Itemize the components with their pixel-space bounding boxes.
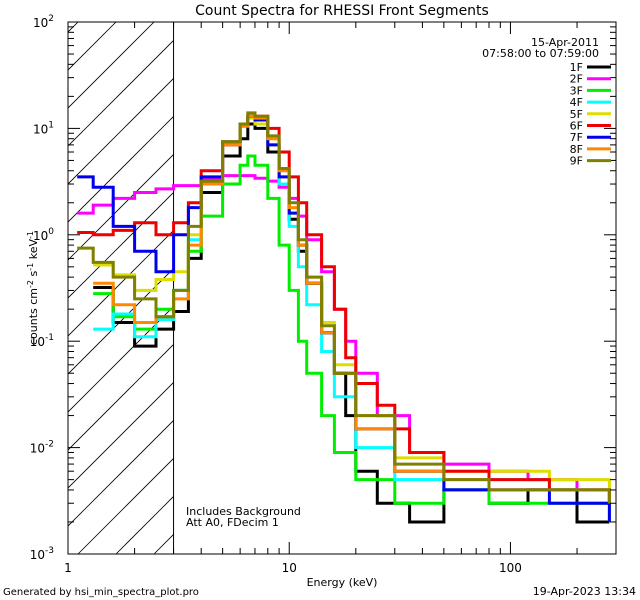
y-label-kev: keV	[27, 239, 40, 263]
plot-info: 15-Apr-2011 07:58:00 to 07:59:00	[482, 36, 599, 60]
y-tick-label: 102	[33, 14, 54, 30]
y-tick-exp: 0	[48, 227, 54, 237]
legend-label-1f: 1F	[570, 61, 583, 74]
hatch-line	[68, 115, 174, 223]
y-tick-exp: 1	[48, 120, 54, 130]
series-line-1f	[93, 122, 610, 524]
y-tick-base: 10	[30, 442, 45, 456]
y-tick-exp: -3	[45, 546, 54, 556]
footer-timestamp: 19-Apr-2023 13:34	[533, 585, 636, 598]
legend-label-5f: 5F	[570, 108, 583, 121]
hatch-line	[68, 419, 174, 527]
legend-label-2f: 2F	[570, 73, 583, 86]
hatch-line	[68, 77, 174, 185]
annotation-attenuator: Att A0, FDecim 1	[186, 516, 279, 529]
legend-label-9f: 9F	[570, 155, 583, 168]
y-tick-label: 101	[33, 120, 54, 136]
y-tick-exp: -2	[45, 440, 54, 450]
y-label-exp-kev: -1	[26, 231, 35, 239]
chart-title: Count Spectra for RHESSI Front Segments	[195, 3, 489, 19]
y-tick-label: 10-3	[30, 546, 54, 562]
footer-generated-by: Generated by hsi_min_spectra_plot.pro	[3, 587, 199, 598]
observation-date: 15-Apr-2011	[531, 36, 599, 49]
y-tick-base: 10	[33, 229, 48, 243]
y-tick-label: 10-2	[30, 440, 54, 456]
legend-label-7f: 7F	[570, 131, 583, 144]
series-lines	[77, 111, 611, 524]
series-line-9f	[77, 111, 611, 504]
plot-frame	[67, 21, 617, 555]
legend-label-6f: 6F	[570, 120, 583, 133]
hatch-line	[68, 22, 79, 33]
x-tick-label: 1	[64, 561, 72, 575]
y-axis-label: counts cm-2 s-1 keV-1	[26, 231, 40, 345]
y-tick-exp: 2	[48, 14, 54, 24]
legend-label-8f: 8F	[570, 143, 583, 156]
hatch-line	[68, 191, 174, 299]
hatch-line	[68, 229, 174, 337]
y-tick-base: 10	[33, 122, 48, 136]
series-line-5f	[93, 116, 611, 490]
series-line-3f	[93, 154, 611, 522]
y-tick-label: 100	[33, 227, 54, 243]
hatch-line	[68, 381, 174, 489]
x-axis-label: Energy (keV)	[307, 576, 378, 589]
y-label-exp-cm: -2	[26, 280, 35, 288]
y-label-s: s	[27, 270, 40, 279]
legend-label-3f: 3F	[570, 84, 583, 97]
hatch-line	[68, 153, 174, 261]
legend-label-4f: 4F	[570, 96, 583, 109]
hatch-line	[68, 39, 174, 147]
time-range: 07:58:00 to 07:59:00	[482, 47, 599, 60]
x-tick-label: 100	[499, 561, 522, 575]
y-tick-base: 10	[30, 548, 45, 562]
hatch-line	[68, 267, 174, 375]
y-label-counts: counts cm	[27, 288, 40, 345]
y-label-exp-s: -1	[26, 263, 35, 271]
hatch-line	[68, 22, 155, 109]
hatch-line	[77, 457, 174, 554]
annotation-background: Includes Background	[186, 505, 301, 518]
y-tick-base: 10	[33, 16, 48, 30]
series-line-6f	[77, 114, 611, 504]
y-tick-base: 10	[30, 335, 45, 349]
x-tick-label: 10	[282, 561, 297, 575]
y-tick-label: 10-1	[30, 333, 54, 349]
y-tick-exp: -1	[45, 333, 54, 343]
